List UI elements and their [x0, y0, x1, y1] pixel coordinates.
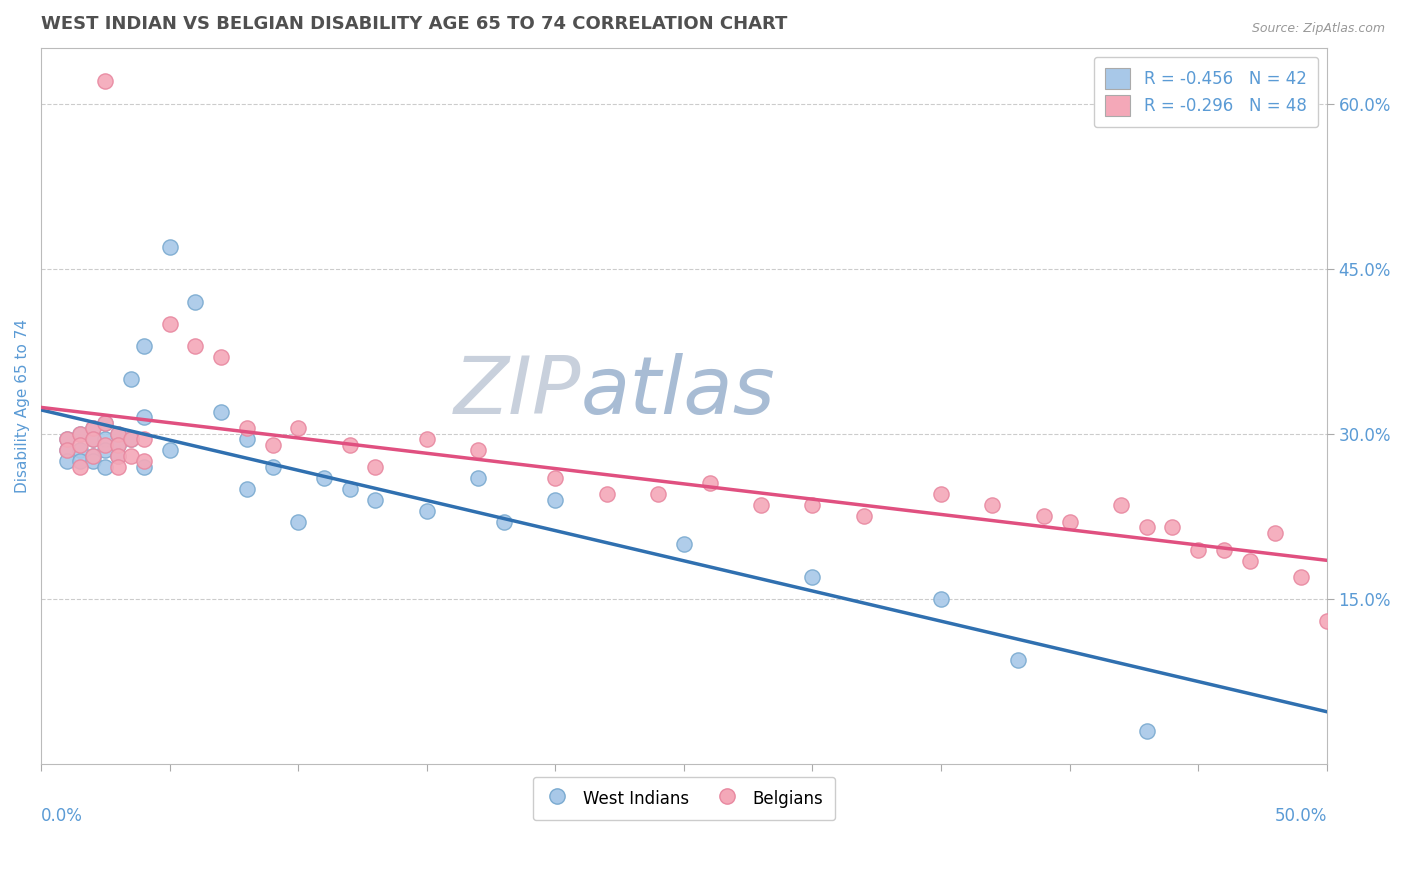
Point [132, 339, 155, 353]
Text: WEST INDIAN VS BELGIAN DISABILITY AGE 65 TO 74 CORRELATION CHART: WEST INDIAN VS BELGIAN DISABILITY AGE 65… [41, 15, 787, 33]
Point [416, 504, 439, 518]
Point [120, 433, 142, 447]
Point [1136, 520, 1159, 534]
Point [209, 405, 232, 419]
Point [94, 74, 117, 88]
Point [132, 433, 155, 447]
Point [184, 339, 207, 353]
Point [287, 421, 309, 435]
Point [1032, 509, 1054, 524]
Point [132, 459, 155, 474]
Point [312, 471, 335, 485]
Point [120, 372, 142, 386]
Point [69, 454, 91, 468]
Point [1239, 553, 1261, 567]
Point [699, 476, 721, 491]
Point [56, 443, 79, 458]
Point [94, 433, 117, 447]
Point [262, 438, 284, 452]
Point [132, 410, 155, 425]
Point [929, 592, 952, 607]
Point [416, 433, 439, 447]
Point [56, 454, 79, 468]
Point [236, 482, 259, 496]
Point [1212, 542, 1234, 557]
Point [69, 443, 91, 458]
Point [132, 454, 155, 468]
Point [287, 515, 309, 529]
Point [82, 421, 104, 435]
Y-axis label: Disability Age 65 to 74: Disability Age 65 to 74 [15, 319, 30, 493]
Point [339, 438, 361, 452]
Point [107, 449, 129, 463]
Point [56, 433, 79, 447]
Point [801, 570, 824, 584]
Point [236, 421, 259, 435]
Point [339, 482, 361, 496]
Point [981, 499, 1004, 513]
Text: ZIP: ZIP [454, 353, 581, 431]
Point [647, 487, 669, 501]
Point [159, 317, 181, 331]
Point [107, 426, 129, 441]
Point [159, 443, 181, 458]
Text: 50.0%: 50.0% [1274, 807, 1327, 825]
Point [672, 537, 695, 551]
Point [94, 443, 117, 458]
Point [544, 471, 567, 485]
Point [82, 433, 104, 447]
Point [209, 350, 232, 364]
Point [929, 487, 952, 501]
Point [94, 416, 117, 430]
Point [1289, 570, 1312, 584]
Point [69, 438, 91, 452]
Point [364, 459, 387, 474]
Point [107, 438, 129, 452]
Point [69, 459, 91, 474]
Point [82, 454, 104, 468]
Point [56, 433, 79, 447]
Point [544, 492, 567, 507]
Point [492, 515, 515, 529]
Point [69, 426, 91, 441]
Point [1161, 520, 1184, 534]
Point [82, 449, 104, 463]
Point [69, 426, 91, 441]
Point [107, 438, 129, 452]
Point [94, 416, 117, 430]
Point [1316, 614, 1339, 628]
Text: 0.0%: 0.0% [41, 807, 83, 825]
Text: Source: ZipAtlas.com: Source: ZipAtlas.com [1251, 22, 1385, 36]
Point [1187, 542, 1209, 557]
Legend: West Indians, Belgians: West Indians, Belgians [533, 777, 835, 821]
Point [1007, 653, 1029, 667]
Point [82, 421, 104, 435]
Point [184, 294, 207, 309]
Point [1109, 499, 1132, 513]
Point [467, 471, 489, 485]
Point [94, 459, 117, 474]
Point [107, 449, 129, 463]
Point [120, 433, 142, 447]
Point [467, 443, 489, 458]
Point [852, 509, 875, 524]
Point [262, 459, 284, 474]
Point [1136, 724, 1159, 739]
Point [236, 433, 259, 447]
Point [1264, 526, 1286, 541]
Point [596, 487, 619, 501]
Point [56, 443, 79, 458]
Point [364, 492, 387, 507]
Point [107, 459, 129, 474]
Point [120, 449, 142, 463]
Point [94, 438, 117, 452]
Point [107, 426, 129, 441]
Point [1059, 515, 1081, 529]
Point [82, 449, 104, 463]
Point [159, 240, 181, 254]
Text: atlas: atlas [581, 353, 776, 431]
Point [82, 433, 104, 447]
Point [801, 499, 824, 513]
Point [749, 499, 772, 513]
